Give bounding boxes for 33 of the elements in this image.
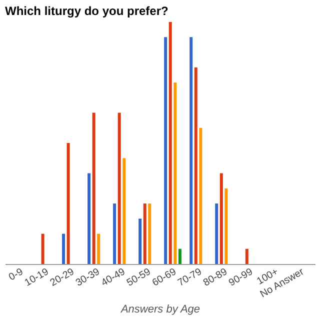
bar <box>168 22 172 264</box>
x-tick-label: 70-79 <box>176 266 204 289</box>
x-tick-label: 60-69 <box>150 266 179 289</box>
bar <box>88 173 91 264</box>
bar <box>97 234 100 264</box>
bar <box>138 218 142 264</box>
bar <box>118 112 121 264</box>
bar <box>62 234 66 264</box>
chart-title: Which liturgy do you prefer? <box>5 4 168 18</box>
bar <box>41 234 44 264</box>
bar <box>194 67 198 264</box>
bar <box>224 188 228 264</box>
x-tick-label: 30-39 <box>74 266 102 289</box>
x-tick-label: 90-99 <box>227 266 256 289</box>
bar <box>174 82 177 264</box>
x-tick-label: 0-9 <box>7 266 26 284</box>
bar <box>245 248 248 264</box>
bar <box>122 158 126 264</box>
x-tick-label: 40-49 <box>100 266 128 289</box>
bar <box>143 204 146 264</box>
bar <box>190 37 193 264</box>
x-tick-label: 80-89 <box>202 266 230 289</box>
x-tick-label: 50-59 <box>125 266 154 289</box>
bar <box>215 204 218 264</box>
bar <box>164 37 168 264</box>
bar <box>113 204 116 264</box>
bar <box>92 112 96 264</box>
bar <box>148 204 152 264</box>
bar <box>66 143 70 264</box>
bar <box>220 173 223 264</box>
bar <box>178 248 182 264</box>
bar <box>199 128 202 264</box>
x-axis-title: Answers by Age <box>120 304 200 316</box>
